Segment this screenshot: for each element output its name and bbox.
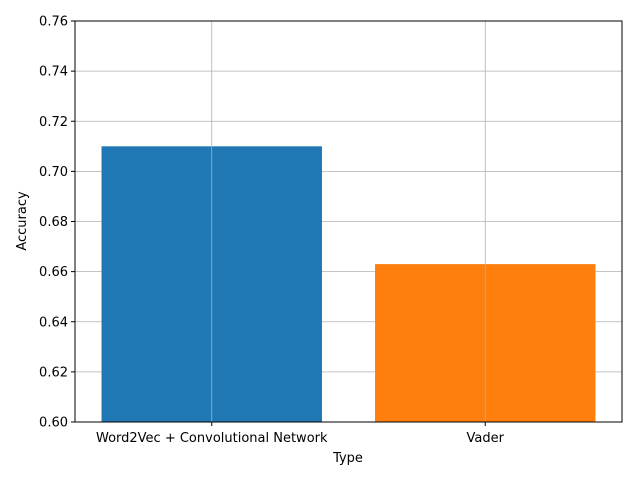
x-tick-label: Word2Vec + Convolutional Network — [96, 431, 328, 446]
y-tick-label: 0.66 — [39, 265, 68, 280]
x-axis-ticks: Word2Vec + Convolutional Network Vader — [96, 422, 505, 446]
y-tick-label: 0.76 — [39, 15, 68, 30]
y-tick-label: 0.68 — [39, 215, 68, 230]
y-tick-label: 0.60 — [39, 416, 68, 431]
x-axis-label: Type — [332, 451, 363, 466]
x-grid-lines — [211, 21, 486, 422]
y-tick-label: 0.74 — [39, 65, 68, 80]
y-tick-label: 0.64 — [39, 315, 68, 330]
y-axis-ticks: 0.60 0.62 0.64 0.66 0.68 0.70 0.72 0.74 0.76 — [39, 15, 75, 431]
y-tick-label: 0.70 — [39, 165, 68, 180]
y-tick-label: 0.62 — [39, 365, 68, 380]
y-axis-label: Accuracy — [15, 191, 30, 251]
y-tick-label: 0.72 — [39, 115, 68, 130]
x-tick-label: Vader — [467, 431, 505, 446]
